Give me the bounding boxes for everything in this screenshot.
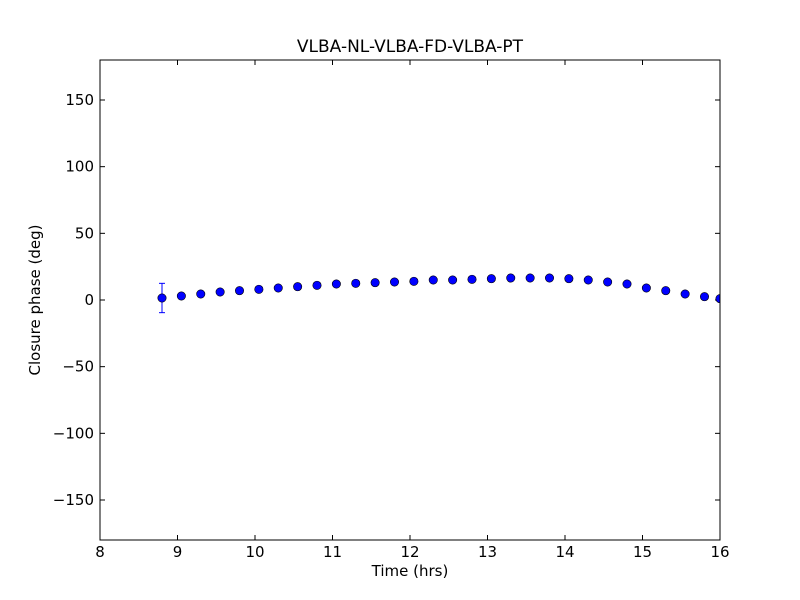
data-point bbox=[544, 273, 554, 283]
y-tick-label: 150 bbox=[65, 91, 94, 109]
data-point bbox=[389, 277, 399, 287]
data-point bbox=[157, 293, 167, 303]
data-point bbox=[486, 274, 496, 284]
data-point bbox=[409, 276, 419, 286]
x-tick-label: 13 bbox=[478, 543, 497, 561]
data-point bbox=[196, 289, 206, 299]
data-point bbox=[176, 291, 186, 301]
data-point bbox=[448, 275, 458, 285]
x-axis-label: Time (hrs) bbox=[371, 562, 449, 580]
data-point bbox=[254, 284, 264, 294]
y-tick-label: 0 bbox=[84, 291, 94, 309]
plot-layer: 8 9 10 11 12 13 14 15 16 −150 −100 −50 0 50 100 150 bbox=[53, 59, 730, 561]
x-tick-label: 11 bbox=[323, 543, 342, 561]
data-point bbox=[312, 280, 322, 290]
data-point bbox=[467, 274, 477, 284]
data-point bbox=[215, 287, 225, 297]
data-point bbox=[603, 277, 613, 287]
data-point bbox=[370, 278, 380, 288]
data-point bbox=[661, 286, 671, 296]
y-tick-label: 50 bbox=[75, 224, 94, 242]
x-tick-label: 12 bbox=[400, 543, 419, 561]
data-point bbox=[331, 279, 341, 289]
data-point bbox=[351, 278, 361, 288]
chart-title: VLBA-NL-VLBA-FD-VLBA-PT bbox=[297, 37, 524, 57]
data-point bbox=[273, 283, 283, 293]
data-point bbox=[583, 275, 593, 285]
data-points bbox=[157, 273, 720, 314]
data-point bbox=[525, 273, 535, 283]
x-tick-label: 14 bbox=[555, 543, 574, 561]
y-tick-label: −150 bbox=[53, 491, 94, 509]
data-point bbox=[699, 292, 709, 302]
x-tick-label: 16 bbox=[710, 543, 729, 561]
x-tick-label: 10 bbox=[245, 543, 264, 561]
data-point bbox=[622, 279, 632, 289]
y-tick-label: −100 bbox=[53, 424, 94, 442]
data-point bbox=[506, 273, 516, 283]
data-point bbox=[428, 275, 438, 285]
data-point bbox=[564, 274, 574, 284]
y-tick-label: −50 bbox=[62, 358, 94, 376]
data-point bbox=[680, 289, 690, 299]
x-tick-label: 15 bbox=[633, 543, 652, 561]
y-axis-label: Closure phase (deg) bbox=[26, 225, 44, 376]
data-point bbox=[641, 283, 651, 293]
plot-frame bbox=[99, 59, 721, 541]
data-point bbox=[235, 286, 245, 296]
data-point bbox=[293, 282, 303, 292]
x-tick-label: 8 bbox=[95, 543, 105, 561]
y-tick-label: 100 bbox=[65, 158, 94, 176]
x-tick-label: 9 bbox=[173, 543, 183, 561]
